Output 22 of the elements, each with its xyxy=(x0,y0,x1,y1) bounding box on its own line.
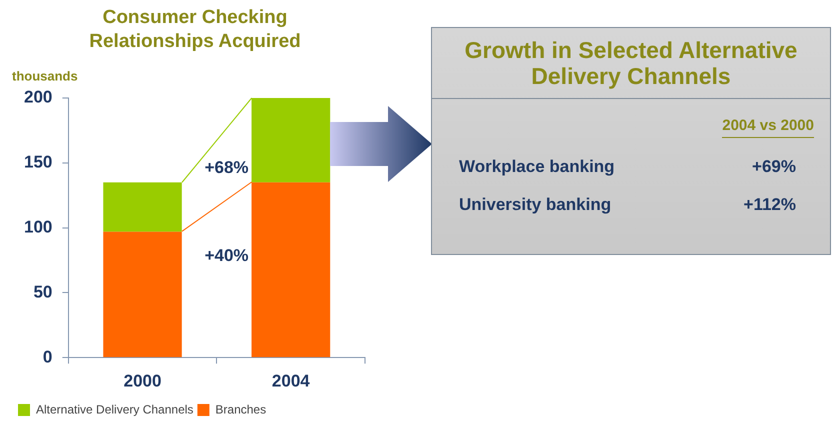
bar xyxy=(103,182,182,232)
text: 2004 vs 2000 xyxy=(722,117,814,138)
y-tick-label: 0 xyxy=(42,347,52,366)
bar xyxy=(252,182,330,358)
text: Workplace banking xyxy=(459,157,615,177)
y-tick-label: 50 xyxy=(33,282,52,302)
x-tick-label: 2004 xyxy=(272,371,310,390)
bar xyxy=(103,232,182,358)
y-tick-label: 100 xyxy=(24,217,52,236)
y-tick-label: 200 xyxy=(24,88,52,107)
text: University banking xyxy=(459,195,612,215)
annotation: +40% xyxy=(204,246,249,266)
x-tick-label: 2000 xyxy=(124,371,162,390)
y-tick-label: 150 xyxy=(24,152,52,172)
annotation: +68% xyxy=(204,158,249,178)
legend-label: Alternative Delivery Channels xyxy=(36,402,194,416)
text: Growth in Selected Alternative Delivery Channels xyxy=(432,28,830,99)
legend-label: Branches xyxy=(215,402,266,416)
y-axis-title: thousands xyxy=(12,68,78,84)
chart-title: Consumer Checking Relationships Acquired xyxy=(88,6,302,54)
text: +69% xyxy=(752,157,796,177)
text: +112% xyxy=(744,195,796,215)
